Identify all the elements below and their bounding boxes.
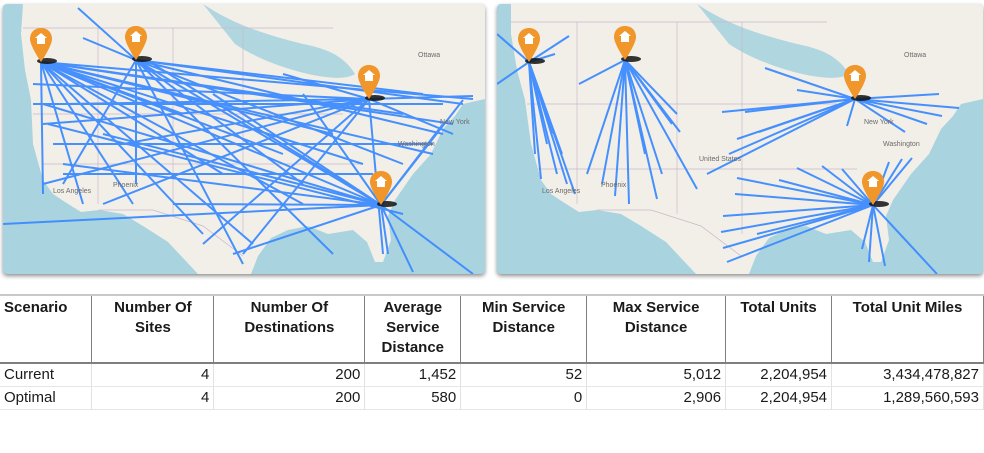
table-row: Optimal 4 200 580 0 2,906 2,204,954 1,28… (0, 386, 984, 410)
map-label-new-york: New York (440, 119, 470, 126)
map-label-new-york: New York (864, 119, 894, 126)
cell-max-service-distance: 5,012 (586, 363, 726, 387)
cell-scenario: Current (0, 363, 92, 387)
map-label-united-states: United States (699, 156, 742, 163)
site-pin-icon[interactable] (862, 171, 889, 207)
scenario-comparison-table: Scenario Number Of Sites Number Of Desti… (0, 294, 984, 410)
column-header-number-of-sites: Number Of Sites (91, 294, 214, 364)
site-pin-icon[interactable] (518, 28, 545, 64)
cell-min-service-distance: 52 (460, 363, 587, 387)
cell-average-service-distance: 580 (364, 386, 461, 410)
map-label-phoenix: Phoenix (113, 182, 139, 189)
cell-average-service-distance: 1,452 (364, 363, 461, 387)
map-label-washington: Washington (883, 141, 920, 148)
cell-number-of-destinations: 200 (213, 363, 365, 387)
site-pin-icon[interactable] (844, 65, 871, 101)
site-pin-icon[interactable] (30, 28, 57, 64)
cell-total-unit-miles: 1,289,560,593 (831, 386, 984, 410)
map-label-los-angeles: Los Angeles (542, 188, 581, 195)
cell-total-units: 2,204,954 (725, 386, 832, 410)
cell-number-of-sites: 4 (91, 363, 214, 387)
map-label-ottawa: Ottawa (418, 52, 441, 59)
site-pin-icon[interactable] (370, 171, 397, 207)
column-header-total-unit-miles: Total Unit Miles (831, 294, 984, 364)
column-header-number-of-destinations: Number Of Destinations (213, 294, 365, 364)
cell-total-units: 2,204,954 (725, 363, 832, 387)
cell-min-service-distance: 0 (460, 386, 587, 410)
column-header-min-service-distance: Min Service Distance (460, 294, 587, 364)
map-label-ottawa: Ottawa (904, 52, 927, 59)
optimal-scenario-map[interactable]: Ottawa United States New York Washington… (497, 4, 983, 274)
cell-number-of-destinations: 200 (213, 386, 365, 410)
map-label-los-angeles: Los Angeles (53, 188, 92, 195)
map-label-phoenix: Phoenix (601, 182, 627, 189)
table-row: Current 4 200 1,452 52 5,012 2,204,954 3… (0, 363, 984, 387)
current-map-canvas (3, 4, 485, 274)
map-label-washington: Washington (398, 141, 435, 148)
optimal-map-canvas (497, 4, 983, 274)
cell-total-unit-miles: 3,434,478,827 (831, 363, 984, 387)
site-pin-icon[interactable] (614, 26, 641, 62)
cell-max-service-distance: 2,906 (586, 386, 726, 410)
column-header-average-service-distance: Average Service Distance (364, 294, 461, 364)
site-pin-icon[interactable] (358, 65, 385, 101)
cell-number-of-sites: 4 (91, 386, 214, 410)
column-header-scenario: Scenario (0, 294, 92, 364)
cell-scenario: Optimal (0, 386, 92, 410)
current-scenario-map[interactable]: Ottawa New York Washington Los Angeles P… (3, 4, 485, 274)
column-header-max-service-distance: Max Service Distance (586, 294, 726, 364)
column-header-total-units: Total Units (725, 294, 832, 364)
table-header-row: Scenario Number Of Sites Number Of Desti… (0, 294, 984, 364)
site-pin-icon[interactable] (125, 26, 152, 62)
